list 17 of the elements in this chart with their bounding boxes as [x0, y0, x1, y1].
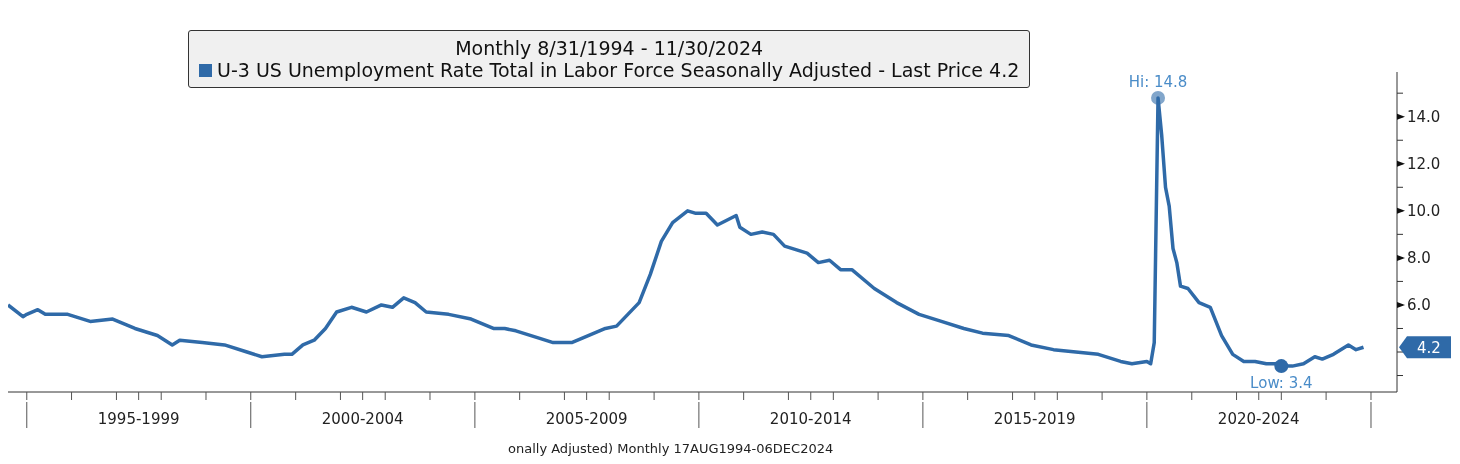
- x-tick-label: 2010-2014: [769, 410, 852, 428]
- y-tick-label: 14.0: [1407, 107, 1441, 126]
- x-tick-label: 2000-2004: [321, 410, 404, 428]
- legend-label: U-3 US Unemployment Rate Total in Labor Force Seasonally Adjusted - Last Price 4.2: [217, 59, 1020, 81]
- text: 4.2: [1417, 338, 1441, 357]
- x-tick-label: 2015-2019: [993, 410, 1076, 428]
- y-tick-label: 8.0: [1407, 249, 1431, 268]
- y-tick-label: 12.0: [1407, 155, 1441, 174]
- legend-title: Monthly 8/31/1994 - 11/30/2024: [454, 37, 765, 59]
- x-tick-label: 1995-1999: [97, 410, 180, 428]
- x-tick-label: 2005-2009: [545, 410, 628, 428]
- annotation: Low: 3.4: [1250, 374, 1313, 393]
- x-tick-label: 2020-2024: [1217, 410, 1300, 428]
- y-tick-label: 10.0: [1407, 202, 1441, 221]
- annotation: Hi: 14.8: [1128, 72, 1188, 91]
- y-tick-label: 6.0: [1407, 296, 1431, 315]
- text: onally Adjusted) Monthly 17AUG1994-06DEC2024: [508, 441, 834, 456]
